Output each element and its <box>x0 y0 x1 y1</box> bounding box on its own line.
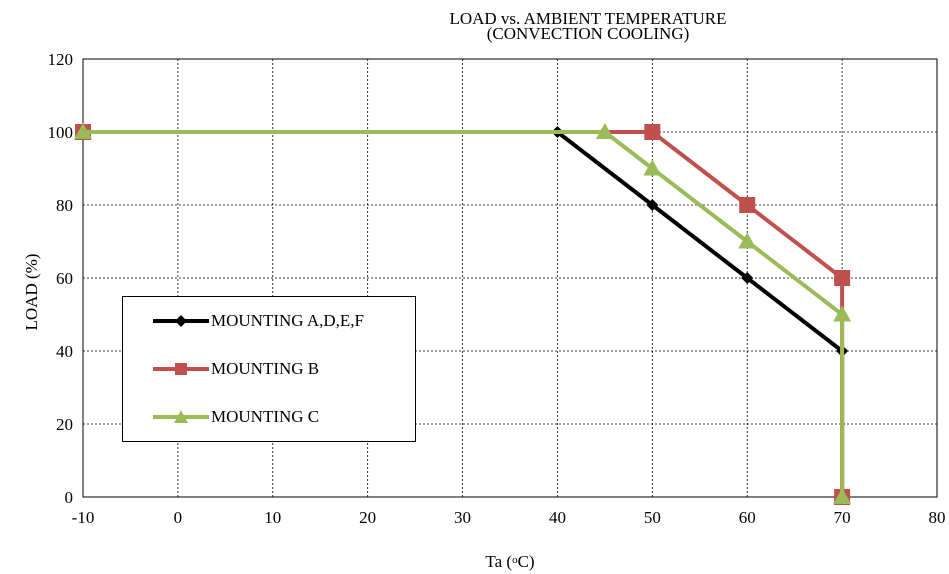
x-axis-label-text: Ta ( <box>485 552 513 571</box>
x-tick-label: 20 <box>359 508 376 527</box>
series-line <box>83 130 845 497</box>
x-tick-label: 0 <box>174 508 183 527</box>
series-3 <box>74 123 852 504</box>
y-tick-label: 0 <box>65 488 74 507</box>
legend-label-mounting-b: MOUNTING B <box>211 359 320 378</box>
data-point <box>646 199 659 211</box>
legend-label-mounting-adef: MOUNTING A,D,E,F <box>211 311 364 330</box>
x-tick-label: 80 <box>929 508 946 527</box>
data-point <box>595 123 614 139</box>
x-tick-label: 60 <box>739 508 756 527</box>
y-tick-label: 20 <box>56 415 73 434</box>
data-point <box>644 124 661 140</box>
data-point <box>739 197 756 213</box>
y-tick-label: 100 <box>48 123 74 142</box>
legend-swatch-mounting-b <box>153 363 209 375</box>
data-point <box>834 270 851 286</box>
x-tick-label: 70 <box>834 508 851 527</box>
legend-swatch-mounting-c <box>153 410 209 423</box>
y-tick-label: 80 <box>56 196 73 215</box>
data-point <box>833 305 852 322</box>
y-axis-label: LOAD (%) <box>22 253 41 331</box>
data-point <box>741 272 754 284</box>
legend-item-mounting-c: MOUNTING C <box>153 405 319 429</box>
data-point <box>74 123 92 139</box>
y-tick-label: 40 <box>56 342 73 361</box>
legend-item-mounting-b: MOUNTING B <box>153 357 319 381</box>
plot-area <box>82 58 938 498</box>
data-point <box>643 159 662 176</box>
x-tick-label: 30 <box>454 508 471 527</box>
x-axis-label-sup: o <box>512 554 518 566</box>
y-axis-ticks: 0 20 40 60 80 100 120 <box>48 50 74 507</box>
legend-item-mounting-adef: MOUNTING A,D,E,F <box>153 309 364 333</box>
data-point <box>738 232 757 249</box>
x-axis-ticks: -10 0 10 20 30 40 50 60 70 80 <box>72 508 946 527</box>
x-axis-label-unit: C) <box>517 552 535 571</box>
chart-subtitle: (CONVECTION COOLING) <box>486 24 690 43</box>
x-tick-label: -10 <box>72 508 95 527</box>
series-layer <box>74 123 852 505</box>
legend: MOUNTING A,D,E,F MOUNTING B MOUNTING C <box>122 296 416 442</box>
legend-label-mounting-c: MOUNTING C <box>211 407 320 426</box>
x-tick-label: 10 <box>264 508 281 527</box>
y-tick-label: 60 <box>56 269 73 288</box>
x-axis-label: Ta (oC) <box>440 552 580 572</box>
chart-title: LOAD vs. AMBIENT TEMPERATURE <box>449 9 727 28</box>
data-point <box>833 488 852 504</box>
x-tick-label: 50 <box>644 508 661 527</box>
y-tick-label: 120 <box>48 50 74 69</box>
legend-swatch-mounting-adef <box>153 315 209 327</box>
x-tick-label: 40 <box>549 508 566 527</box>
